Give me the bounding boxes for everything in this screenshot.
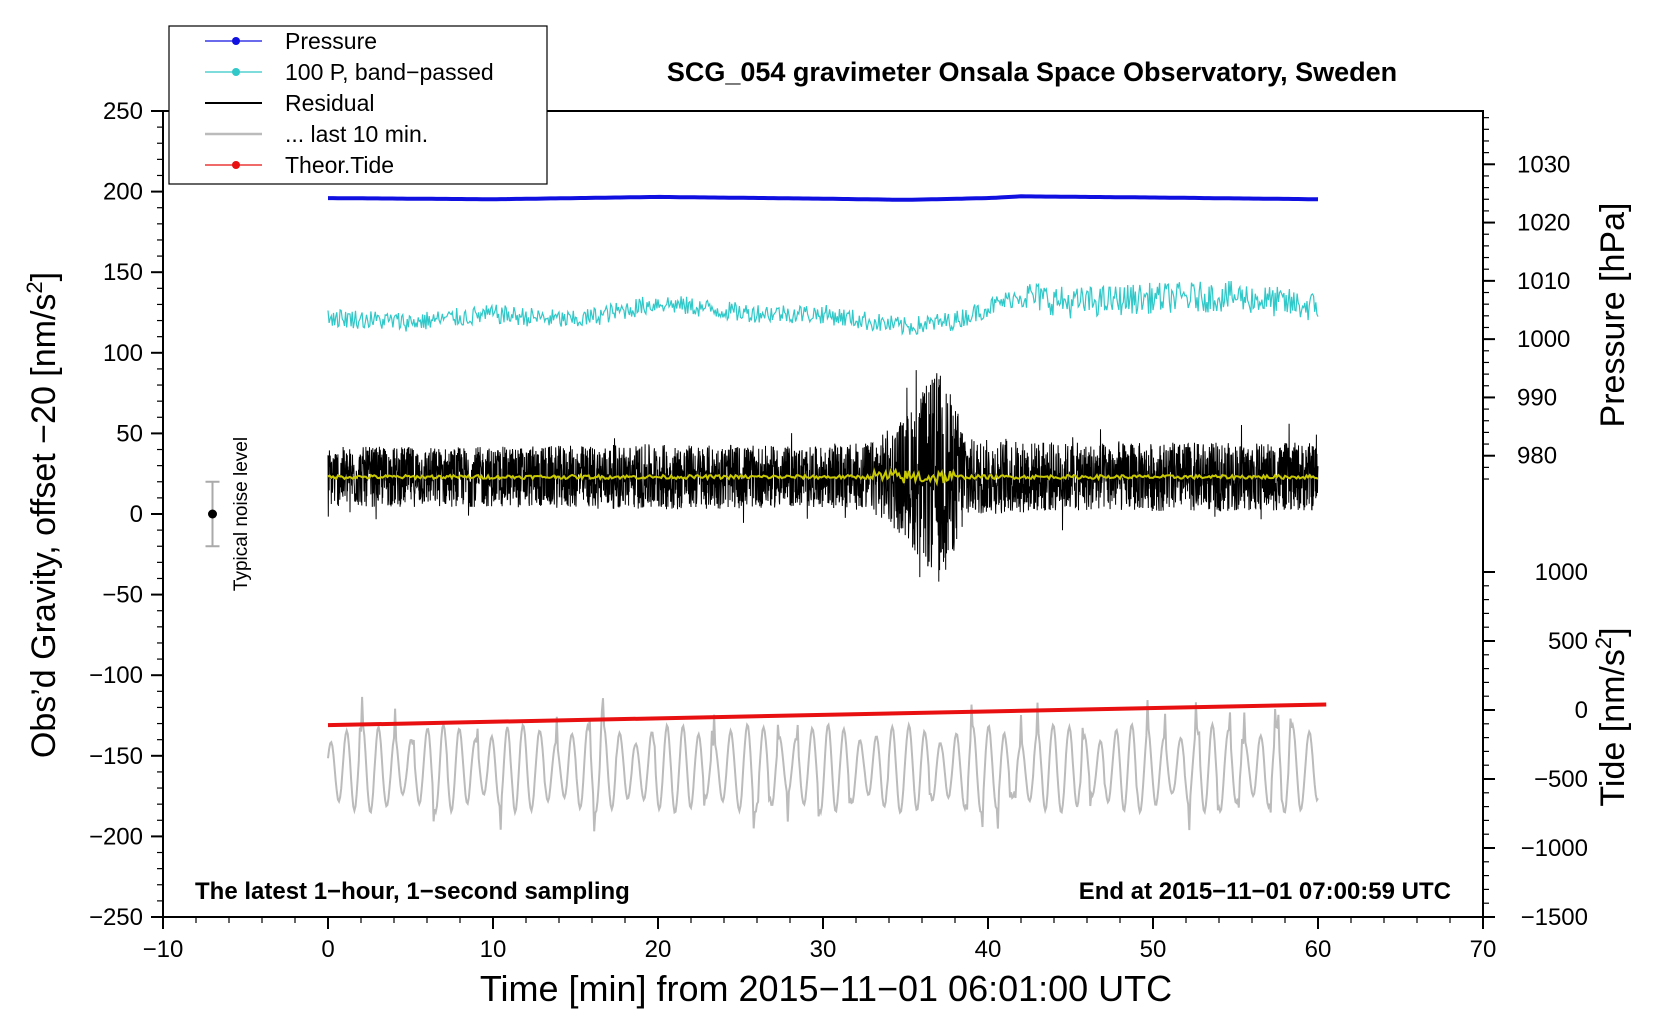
tide-axis-label-sup: 2 — [1591, 637, 1616, 649]
x-tick-label: 60 — [1305, 936, 1332, 963]
pressure-tick-label: 1020 — [1517, 210, 1570, 237]
noise-level-indicator — [205, 480, 220, 548]
legend-swatch-marker — [232, 68, 240, 76]
y-tick-label: 150 — [103, 259, 143, 286]
bandpassed-pressure-line — [327, 281, 1319, 336]
y-axis-ticks: −250 −200 −150 −100 −50 0 50 100 150 200 250 — [89, 98, 163, 931]
y-tick-label: −100 — [89, 662, 143, 689]
pressure-tick-label: 980 — [1517, 443, 1557, 470]
theoretical-tide-line — [327, 702, 1327, 728]
y-tick-label: −250 — [89, 904, 143, 931]
pressure-line — [328, 194, 1319, 202]
x-tick-label: 20 — [645, 936, 672, 963]
series-last-10-min — [327, 696, 1319, 832]
annotation-end-time: End at 2015−11−01 07:00:59 UTC — [1079, 878, 1451, 905]
pressure-tick-label: 1010 — [1517, 268, 1570, 295]
y-tick-label: 0 — [130, 501, 143, 528]
x-tick-label: 0 — [321, 936, 334, 963]
legend: Pressure 100 P, band−passed Residual ... la… — [168, 25, 548, 185]
legend-box — [168, 25, 548, 185]
tide-tick-label: 0 — [1575, 697, 1588, 724]
legend-item-label: Pressure — [285, 28, 377, 54]
series-theoretical-tide — [327, 702, 1327, 728]
y-tick-label: −200 — [89, 823, 143, 850]
tide-axis-label: Tide [nm/s2] — [1591, 627, 1632, 806]
y-axis-label-sup: 2 — [22, 281, 47, 293]
tide-axis-label-end: ] — [1594, 627, 1632, 636]
tide-tick-label: 500 — [1548, 628, 1588, 655]
tide-axis-label-main: Tide [nm/s — [1594, 649, 1632, 806]
y-tick-label: 250 — [103, 98, 143, 125]
y-tick-label: 50 — [116, 420, 143, 447]
tide-axis-ticks: −1500 −1000 −500 0 500 1000 — [1482, 559, 1588, 931]
series-residual-smoothed — [327, 467, 1319, 487]
tide-tick-label: 1000 — [1535, 559, 1588, 586]
residual-line — [327, 370, 1319, 582]
pressure-axis-ticks: 980 990 1000 1010 1020 1030 — [1483, 117, 1570, 480]
legend-item-label: Residual — [285, 90, 375, 116]
y-axis-label: Obs’d Gravity, offset −20 [nm/s2] — [22, 272, 63, 758]
legend-swatch-marker — [232, 161, 240, 169]
tide-tick-label: −500 — [1534, 766, 1588, 793]
series-bandpassed-pressure — [327, 281, 1319, 336]
y-tick-label: −50 — [102, 582, 143, 609]
x-tick-label: 70 — [1470, 936, 1497, 963]
legend-item-label: Theor.Tide — [285, 152, 394, 178]
y-tick-label: −150 — [89, 743, 143, 770]
pressure-tick-label: 1030 — [1517, 151, 1570, 178]
series-pressure — [328, 194, 1319, 202]
y-tick-label: 100 — [103, 340, 143, 367]
tide-tick-label: −1500 — [1521, 904, 1588, 931]
x-tick-label: 10 — [480, 936, 507, 963]
pressure-tick-label: 990 — [1517, 384, 1557, 411]
annotation-sampling: The latest 1−hour, 1−second sampling — [195, 878, 630, 905]
y-axis-label-end: ] — [25, 272, 63, 281]
y-tick-label: 200 — [103, 179, 143, 206]
x-axis-ticks: −10 0 10 20 30 40 50 60 70 — [143, 917, 1497, 963]
chart-title: SCG_054 gravimeter Onsala Space Observat… — [667, 57, 1397, 87]
noise-bar-center-dot — [208, 509, 217, 519]
legend-swatch-marker — [232, 37, 240, 45]
residual-smoothed-line — [327, 467, 1319, 487]
x-tick-label: 30 — [810, 936, 837, 963]
pressure-axis-label: Pressure [hPa] — [1594, 203, 1632, 428]
legend-item-label: 100 P, band−passed — [285, 59, 494, 85]
x-tick-label: 50 — [1140, 936, 1167, 963]
x-tick-label: −10 — [143, 936, 184, 963]
y-axis-label-main: Obs’d Gravity, offset −20 [nm/s — [25, 294, 63, 759]
legend-item-label: ... last 10 min. — [285, 121, 428, 147]
x-axis-label: Time [min] from 2015−11−01 06:01:00 UTC — [480, 968, 1172, 1009]
x-tick-label: 40 — [975, 936, 1002, 963]
series-residual — [327, 370, 1319, 582]
last-10-min-line — [327, 696, 1319, 832]
noise-level-label: Typical noise level — [231, 437, 252, 591]
tide-tick-label: −1000 — [1521, 835, 1588, 862]
pressure-tick-label: 1000 — [1517, 326, 1570, 353]
